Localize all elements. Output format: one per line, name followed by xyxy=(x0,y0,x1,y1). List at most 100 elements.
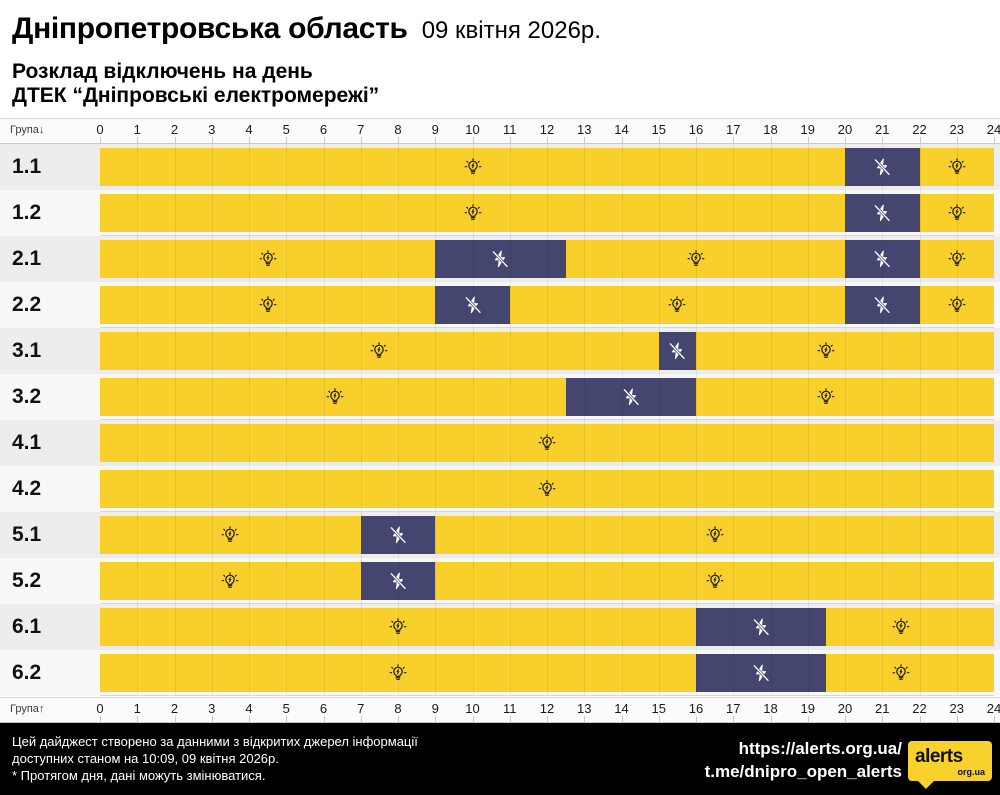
hour-tick-24: 24 xyxy=(986,122,1000,137)
hour-tick-5: 5 xyxy=(282,122,290,137)
website-link[interactable]: https://alerts.org.ua/ xyxy=(738,739,902,758)
hour-tickline-9 xyxy=(435,716,437,724)
hour-gridline xyxy=(956,604,958,650)
hour-gridline xyxy=(621,236,623,282)
hour-gridline xyxy=(509,650,511,696)
hour-gridline xyxy=(658,604,660,650)
hour-gridline xyxy=(845,512,846,558)
hour-gridline xyxy=(956,328,958,374)
hour-gridline xyxy=(509,420,511,466)
hour-tick-10: 10 xyxy=(465,122,480,137)
schedule-track-6.1 xyxy=(100,608,994,646)
hour-gridline xyxy=(323,374,325,420)
group-label: 2.1 xyxy=(12,247,42,270)
hour-gridline xyxy=(211,374,213,420)
hour-gridline xyxy=(696,374,697,420)
hour-gridline xyxy=(509,328,511,374)
hour-gridline xyxy=(919,604,921,650)
hour-gridline xyxy=(733,374,735,420)
schedule-track-3.1 xyxy=(100,332,994,370)
power-off-segment xyxy=(658,332,696,370)
hour-tickline-18 xyxy=(770,716,772,724)
hour-gridline xyxy=(621,466,623,512)
hour-gridline xyxy=(919,374,921,420)
hour-tick-2: 2 xyxy=(170,122,179,137)
hour-gridline xyxy=(509,604,511,650)
row-separator xyxy=(100,511,994,512)
hour-gridline xyxy=(956,558,958,604)
hour-gridline xyxy=(472,420,474,466)
hour-gridline xyxy=(211,604,213,650)
hour-gridline xyxy=(472,650,474,696)
hour-gridline xyxy=(919,512,921,558)
hour-tick-16: 16 xyxy=(688,122,704,137)
hour-tick-15: 15 xyxy=(651,122,666,137)
hour-gridline xyxy=(547,236,548,282)
telegram-link[interactable]: t.me/dnipro_open_alerts xyxy=(704,762,902,781)
hour-gridline xyxy=(807,466,809,512)
hour-gridline xyxy=(137,604,139,650)
hour-gridline xyxy=(249,144,250,190)
hour-gridline xyxy=(547,558,548,604)
hour-axis-top: Група↓ 0 1 2 3 4 5 6 7 8 9 10 11 12 13 14 15 16 17 18 19 20 2… xyxy=(0,118,1000,145)
schedule-date: 09 квітня 2026р. xyxy=(421,17,601,44)
hour-tick-22: 22 xyxy=(912,122,927,137)
schedule-track-5.1 xyxy=(100,516,994,554)
hour-gridline xyxy=(658,282,660,328)
hour-gridline xyxy=(733,236,735,282)
hour-tick-3: 3 xyxy=(208,122,216,137)
table-row: 2.2 xyxy=(0,282,1000,328)
hour-gridline xyxy=(137,558,139,604)
group-label: 3.1 xyxy=(12,339,42,362)
hour-gridline xyxy=(360,190,362,236)
hour-gridline xyxy=(435,236,437,282)
group-label-cell-6.1: 6.1 xyxy=(0,604,100,650)
hour-tick-0: 0 xyxy=(96,701,104,716)
hour-tick-14: 14 xyxy=(614,122,629,137)
hour-tick-3: 3 xyxy=(208,701,216,716)
hour-gridline xyxy=(137,282,139,328)
hour-gridline xyxy=(211,190,213,236)
hour-tick-0: 0 xyxy=(96,122,104,137)
hour-gridline xyxy=(882,420,884,466)
hour-gridline xyxy=(249,558,250,604)
hour-gridline xyxy=(398,328,399,374)
hour-gridline xyxy=(807,374,809,420)
hour-gridline xyxy=(249,650,250,696)
group-label: 6.1 xyxy=(12,615,42,638)
hour-gridline xyxy=(919,190,921,236)
hour-tick-16: 16 xyxy=(688,701,704,716)
hour-gridline xyxy=(509,466,511,512)
page-title: Дніпропетровська область xyxy=(12,12,408,45)
hour-tick-8: 8 xyxy=(394,701,402,716)
hour-gridline xyxy=(435,282,437,328)
hour-tickline-2 xyxy=(174,137,176,145)
hour-gridline xyxy=(919,328,921,374)
hour-gridline xyxy=(621,144,623,190)
row-separator xyxy=(100,465,994,466)
hour-gridline xyxy=(845,650,846,696)
hour-gridline xyxy=(919,650,921,696)
hour-tick-2: 2 xyxy=(170,701,179,716)
alerts-logo[interactable]: alerts org.ua xyxy=(908,741,992,789)
hour-tick-23: 23 xyxy=(949,701,964,716)
hour-tickline-15 xyxy=(658,716,660,724)
hour-gridline xyxy=(621,558,623,604)
hour-gridline xyxy=(472,512,474,558)
hour-tickline-23 xyxy=(956,137,958,145)
subtitle-operator: ДТЕК “Дніпровські електромережі” xyxy=(12,84,380,107)
hour-gridline xyxy=(472,190,474,236)
hour-gridline xyxy=(696,190,697,236)
hour-gridline xyxy=(547,374,548,420)
hour-gridline xyxy=(547,190,548,236)
hour-gridline xyxy=(249,236,250,282)
hour-gridline xyxy=(137,650,139,696)
hour-gridline xyxy=(286,650,288,696)
hour-gridline xyxy=(360,236,362,282)
hour-gridline xyxy=(845,236,846,282)
hour-gridline xyxy=(211,466,213,512)
hour-tick-11: 11 xyxy=(503,701,517,716)
hour-gridline xyxy=(472,328,474,374)
hour-gridline xyxy=(807,190,809,236)
hour-gridline xyxy=(435,512,437,558)
